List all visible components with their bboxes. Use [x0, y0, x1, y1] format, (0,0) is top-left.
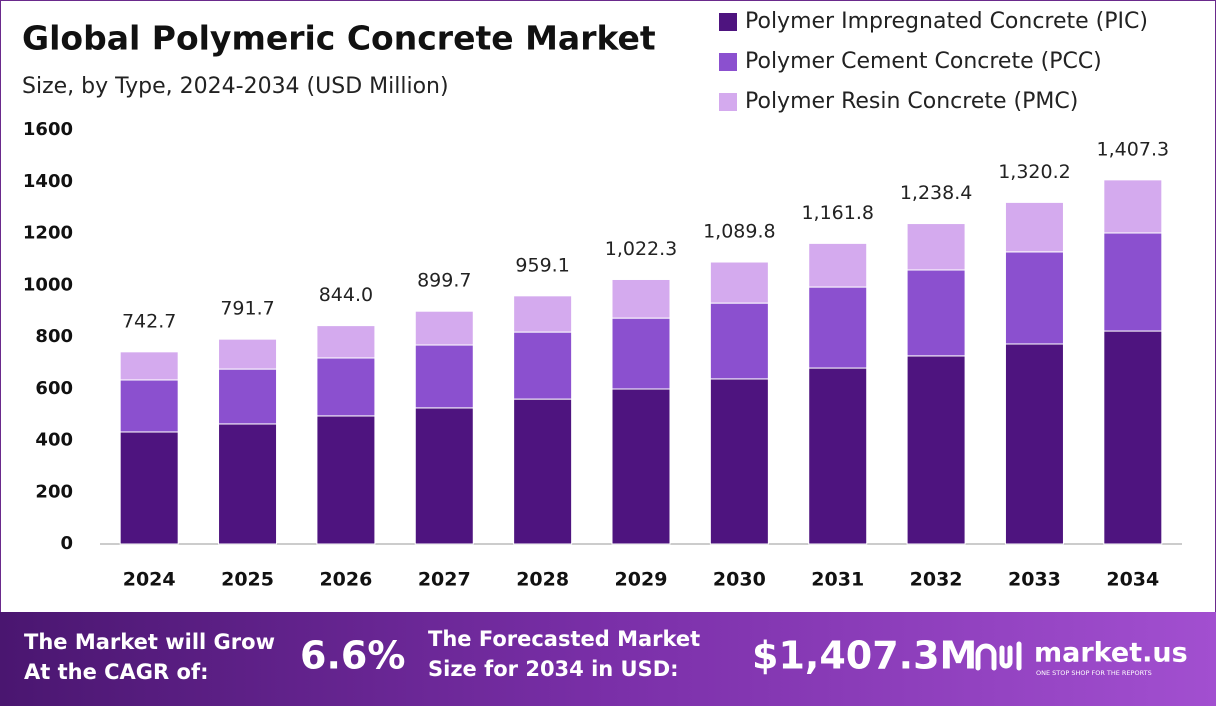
bar-segment — [1103, 330, 1163, 545]
y-tick-label: 600 — [35, 378, 73, 399]
bar-segment — [316, 325, 376, 359]
total-label: 1,407.3 — [1097, 138, 1170, 160]
x-tick-label: 2028 — [516, 569, 569, 591]
x-tick-label: 2032 — [910, 569, 963, 591]
bar-segment — [709, 261, 769, 304]
bar-segment — [906, 355, 966, 545]
total-label: 791.7 — [220, 298, 274, 320]
bar-segment — [414, 407, 474, 545]
bar-segment — [119, 431, 179, 545]
bar-segment — [1103, 232, 1163, 332]
bar-segment — [218, 423, 278, 545]
y-tick-label: 1400 — [23, 171, 73, 192]
bar-segment — [611, 278, 671, 319]
x-tick-label: 2030 — [713, 569, 766, 591]
x-tick-label: 2027 — [418, 569, 471, 591]
forecast-value: $1,407.3M — [752, 634, 977, 678]
legend-swatch — [719, 53, 737, 71]
y-tick-label: 1600 — [23, 119, 73, 140]
y-tick-label: 800 — [35, 326, 73, 347]
bar-segment — [906, 223, 966, 271]
total-label: 1,161.8 — [801, 202, 874, 224]
bar-segment — [611, 388, 671, 545]
total-label: 1,238.4 — [900, 182, 973, 204]
bar-segment — [808, 242, 868, 288]
bar-segment — [218, 338, 278, 370]
x-tick-label: 2031 — [811, 569, 864, 591]
cagr-value: 6.6% — [300, 634, 405, 678]
bar-segment — [513, 295, 573, 333]
bar-segment — [1004, 343, 1064, 545]
legend-label: Polymer Impregnated Concrete (PIC) — [745, 9, 1148, 34]
logo-bars — [999, 641, 1022, 671]
brand-logo — [975, 641, 1022, 671]
legend-swatch — [719, 13, 737, 31]
chart-subtitle: Size, by Type, 2024-2034 (USD Million) — [22, 74, 449, 99]
bar-segment — [611, 317, 671, 390]
x-tick-label: 2033 — [1008, 569, 1061, 591]
total-label: 1,022.3 — [605, 238, 678, 260]
bar-segment — [906, 269, 966, 357]
bar-segment — [1103, 179, 1163, 234]
chart-title: Global Polymeric Concrete Market — [22, 19, 656, 58]
bar-segment — [709, 378, 769, 545]
bar-segment — [1004, 201, 1064, 253]
bar-segment — [414, 344, 474, 409]
brand-name: market.us — [1034, 638, 1188, 669]
total-label: 899.7 — [417, 270, 471, 292]
y-tick-label: 200 — [35, 481, 73, 502]
brand-tagline: ONE STOP SHOP FOR THE REPORTS — [1036, 669, 1152, 677]
y-tick-label: 1200 — [23, 223, 73, 244]
bar-segment — [218, 368, 278, 425]
forecast-text: The Forecasted Market Size for 2034 in US… — [428, 627, 700, 681]
x-tick-label: 2029 — [615, 569, 668, 591]
total-label: 742.7 — [122, 310, 176, 332]
bar-segment — [316, 415, 376, 545]
bar-segment — [1004, 251, 1064, 345]
bar-segment — [513, 398, 573, 545]
bar-segment — [808, 367, 868, 545]
bar-segment — [316, 357, 376, 417]
bar-segment — [119, 351, 179, 381]
bar-segment — [709, 302, 769, 380]
legend-swatch — [719, 93, 737, 111]
legend-label: Polymer Resin Concrete (PMC) — [745, 89, 1078, 114]
y-tick-label: 0 — [60, 533, 73, 554]
x-tick-label: 2025 — [221, 569, 274, 591]
total-label: 1,089.8 — [703, 221, 776, 243]
x-tick-label: 2034 — [1106, 569, 1159, 591]
logo-arc — [975, 643, 997, 671]
x-tick-label: 2024 — [123, 569, 176, 591]
total-label: 959.1 — [515, 254, 569, 276]
bar-segment — [119, 379, 179, 433]
x-tick-label: 2026 — [319, 569, 372, 591]
y-tick-label: 1000 — [23, 274, 73, 295]
bar-segment — [414, 310, 474, 346]
total-label: 1,320.2 — [998, 161, 1071, 183]
bar-segment — [513, 331, 573, 400]
legend-label: Polymer Cement Concrete (PCC) — [745, 49, 1102, 74]
y-tick-label: 400 — [35, 430, 73, 451]
bar-segment — [808, 286, 868, 369]
footer-band — [0, 612, 1216, 706]
total-label: 844.0 — [319, 284, 373, 306]
cagr-text: The Market will Grow At the CAGR of: — [24, 630, 275, 684]
